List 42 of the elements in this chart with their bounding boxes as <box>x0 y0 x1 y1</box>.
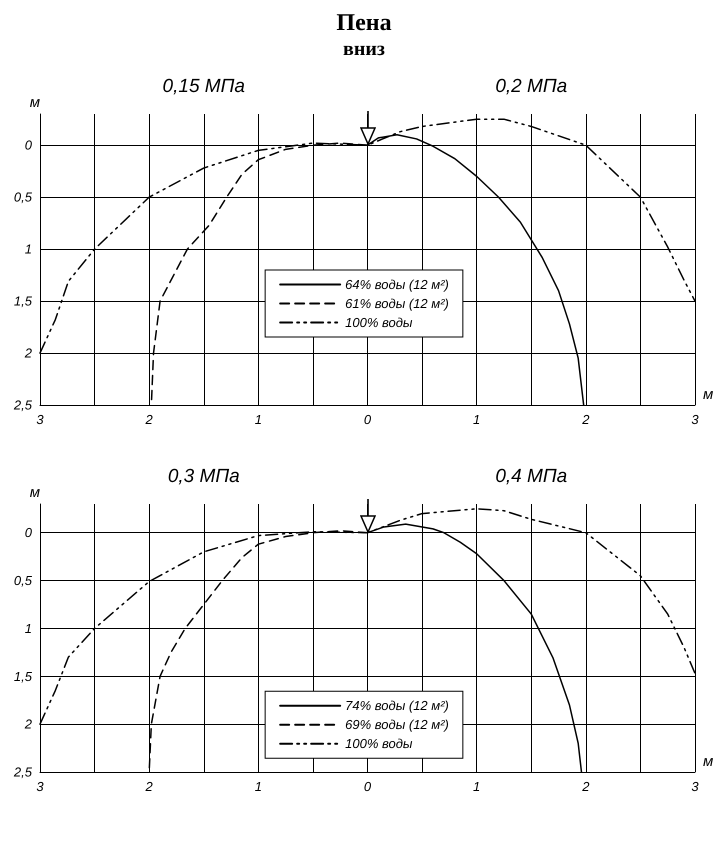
y-tick-label: 2 <box>24 346 33 361</box>
y-tick-label: 0 <box>24 138 33 153</box>
x-tick-label: 1 <box>254 779 262 794</box>
y-tick-label: 1 <box>24 242 32 257</box>
x-tick-label: 1 <box>473 412 480 427</box>
x-tick-label: 0 <box>364 412 372 427</box>
text: 0,2 МПа <box>495 76 568 98</box>
text: 0,3 МПа <box>168 466 240 488</box>
y-tick-label: 1,5 <box>14 294 33 309</box>
y-tick-label: 2,5 <box>12 764 33 780</box>
legend-label: 64% воды (12 м²) <box>345 277 449 292</box>
y-axis-title: м <box>30 94 40 111</box>
legend-label: 100% воды <box>345 736 413 752</box>
x-tick-label: 3 <box>691 412 700 427</box>
y-axis-title: м <box>30 484 40 501</box>
y-tick-label: 0,5 <box>14 190 33 205</box>
legend-label: 61% воды (12 м²) <box>345 296 449 311</box>
x-axis-title: м <box>703 753 714 770</box>
y-tick-label: 0 <box>24 525 33 540</box>
x-tick-label: 1 <box>254 412 262 427</box>
legend-label: 100% воды <box>345 315 413 330</box>
x-tick-label: 0 <box>364 779 372 794</box>
legend-label: 74% воды (12 м²) <box>345 698 449 714</box>
y-tick-label: 2 <box>24 716 33 732</box>
x-tick-label: 1 <box>473 779 480 794</box>
x-tick-label: 3 <box>691 779 700 794</box>
x-tick-label: 2 <box>581 779 590 794</box>
x-tick-label: 2 <box>581 412 590 427</box>
y-tick-label: 2,5 <box>12 398 33 412</box>
y-tick-label: 1 <box>24 620 32 636</box>
legend-label: 69% воды (12 м²) <box>345 717 449 732</box>
text: 0,4 МПа <box>495 466 568 488</box>
x-tick-label: 3 <box>36 412 44 427</box>
x-tick-label: 3 <box>36 779 44 794</box>
chart-subtitle: вниз <box>342 38 386 61</box>
text: 0,15 МПа <box>162 76 245 98</box>
y-tick-label: 1,5 <box>14 668 33 684</box>
x-tick-label: 2 <box>144 412 154 427</box>
y-tick-label: 0,5 <box>14 573 33 588</box>
chart-title: Пена <box>335 10 393 37</box>
x-tick-label: 2 <box>144 779 154 794</box>
x-axis-title: м <box>703 386 714 403</box>
